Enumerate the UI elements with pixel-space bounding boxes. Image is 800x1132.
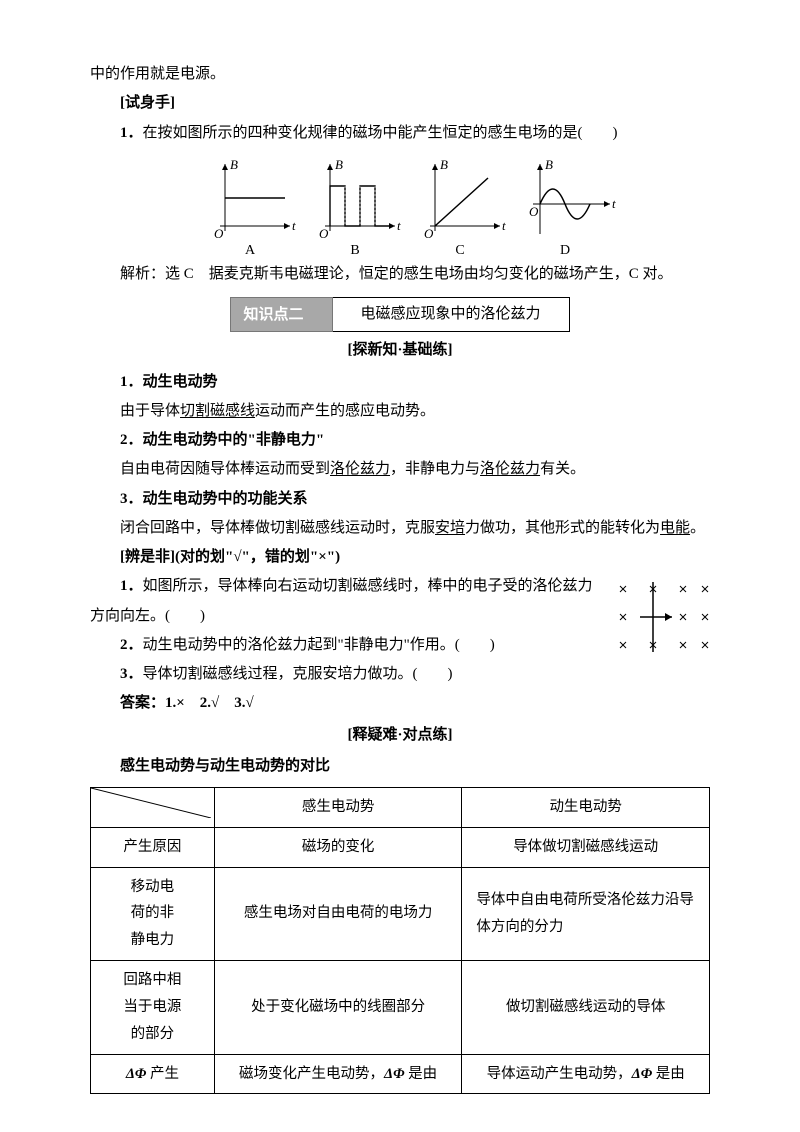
sec3-u1: 安培 bbox=[435, 520, 465, 536]
sec1-a: 由于导体 bbox=[120, 403, 180, 419]
row0-c2: 导体做切割磁感线运动 bbox=[462, 827, 710, 867]
sec2-c: 有关。 bbox=[540, 461, 585, 477]
explain-heading: [释疑难·对点练] bbox=[90, 721, 710, 750]
diag-cell bbox=[91, 788, 215, 828]
sec1-head: 1．动生电动势 bbox=[90, 368, 710, 397]
field-diagram-svg bbox=[610, 576, 710, 656]
comparison-table: 感生电动势 动生电动势 产生原因 磁场的变化 导体做切割磁感线运动 移动电荷的非… bbox=[90, 787, 710, 1094]
col-header-2: 动生电动势 bbox=[462, 788, 710, 828]
sec3-a: 闭合回路中，导体棒做切割磁感线运动时，克服 bbox=[120, 520, 435, 536]
svg-text:B: B bbox=[335, 157, 343, 172]
svg-text:C: C bbox=[455, 243, 464, 256]
diag-line-svg bbox=[91, 788, 211, 818]
four-graphs-svg: B t O A B t O B B t bbox=[180, 156, 620, 256]
graphs-container: B t O A B t O B B t bbox=[90, 156, 710, 256]
row-label-0: 产生原因 bbox=[91, 827, 215, 867]
svg-text:t: t bbox=[502, 218, 506, 233]
row-label-3: ΔΦ 产生 bbox=[91, 1054, 215, 1094]
sec2-body: 自由电荷因随导体棒运动而受到洛伦兹力，非静电力与洛伦兹力有关。 bbox=[90, 455, 710, 484]
sec1-body: 由于导体切割磁感线运动而产生的感应电动势。 bbox=[90, 397, 710, 426]
sec3-body: 闭合回路中，导体棒做切割磁感线运动时，克服安培力做功，其他形式的能转化为电能。 bbox=[90, 514, 710, 543]
sec2-b: ，非静电力与 bbox=[390, 461, 480, 477]
svg-text:B: B bbox=[545, 157, 553, 172]
tf2-text: 动生电动势中的洛伦兹力起到"非静电力"作用。( ) bbox=[143, 637, 495, 653]
continuation-line: 中的作用就是电源。 bbox=[90, 60, 710, 89]
sec2-head: 2．动生电动势中的"非静电力" bbox=[90, 426, 710, 455]
row2-c2: 做切割磁感线运动的导体 bbox=[462, 961, 710, 1054]
svg-text:O: O bbox=[424, 226, 434, 241]
q1-text: 在按如图所示的四种变化规律的磁场中能产生恒定的感生电场的是( ) bbox=[143, 125, 618, 141]
sec3-c: 。 bbox=[690, 520, 705, 536]
row3-label-suffix: 产生 bbox=[150, 1066, 179, 1082]
tf-answers: 答案：1.× 2.√ 3.√ bbox=[90, 689, 710, 718]
tf-heading: [辨是非](对的划"√"，错的划"×") bbox=[90, 543, 710, 572]
row3-c1: 磁场变化产生电动势，ΔΦ 是由 bbox=[214, 1054, 462, 1094]
sec3-head: 3．动生电动势中的功能关系 bbox=[90, 485, 710, 514]
tf2-num: 2． bbox=[120, 637, 143, 653]
sec1-b: 运动而产生的感应电动势。 bbox=[255, 403, 435, 419]
svg-text:t: t bbox=[292, 218, 296, 233]
q1-ans-text: 据麦克斯韦电磁理论，恒定的感生电场由均匀变化的磁场产生，C 对。 bbox=[209, 266, 673, 282]
explore-heading: [探新知·基础练] bbox=[90, 336, 710, 365]
field-diagram bbox=[610, 576, 710, 667]
sec2-a: 自由电荷因随导体棒运动而受到 bbox=[120, 461, 330, 477]
compare-title: 感生电动势与动生电动势的对比 bbox=[90, 752, 710, 781]
knowledge-left-label: 知识点二 bbox=[230, 297, 332, 332]
svg-text:O: O bbox=[319, 226, 329, 241]
tf1-text: 如图所示，导体棒向右运动切割磁感线时，棒中的电子受的洛伦兹力方向向左。( ) bbox=[90, 578, 593, 623]
row-label-2: 回路中相当于电源的部分 bbox=[91, 961, 215, 1054]
knowledge-right-label: 电磁感应现象中的洛伦兹力 bbox=[333, 297, 570, 332]
row-label-1: 移动电荷的非静电力 bbox=[91, 867, 215, 960]
svg-text:D: D bbox=[560, 243, 570, 256]
sec1-u: 切割磁感线 bbox=[180, 403, 255, 419]
q1-number: 1． bbox=[120, 125, 143, 141]
table-header-row: 感生电动势 动生电动势 bbox=[91, 788, 710, 828]
question-1: 1．在按如图所示的四种变化规律的磁场中能产生恒定的感生电场的是( ) bbox=[90, 119, 710, 148]
tf3-text: 导体切割磁感线过程，克服安培力做功。( ) bbox=[143, 666, 453, 682]
table-row: 回路中相当于电源的部分 处于变化磁场中的线圈部分 做切割磁感线运动的导体 bbox=[91, 961, 710, 1054]
table-row: 产生原因 磁场的变化 导体做切割磁感线运动 bbox=[91, 827, 710, 867]
try-heading: [试身手] bbox=[90, 89, 710, 118]
tf3-num: 3． bbox=[120, 666, 143, 682]
svg-text:O: O bbox=[529, 204, 539, 219]
svg-text:t: t bbox=[612, 196, 616, 211]
sec2-u2: 洛伦兹力 bbox=[480, 461, 540, 477]
svg-text:A: A bbox=[245, 243, 256, 256]
svg-text:B: B bbox=[440, 157, 448, 172]
row2-c1: 处于变化磁场中的线圈部分 bbox=[214, 961, 462, 1054]
row0-c1: 磁场的变化 bbox=[214, 827, 462, 867]
svg-text:t: t bbox=[397, 218, 401, 233]
row1-c1: 感生电场对自由电荷的电场力 bbox=[214, 867, 462, 960]
tf-heading-text: [辨是非](对的划"√"，错的划"×") bbox=[120, 549, 340, 565]
svg-text:B: B bbox=[230, 157, 238, 172]
sec3-b: 力做功，其他形式的能转化为 bbox=[465, 520, 660, 536]
col-header-1: 感生电动势 bbox=[214, 788, 462, 828]
q1-answer: 解析：选 C 据麦克斯韦电磁理论，恒定的感生电场由均匀变化的磁场产生，C 对。 bbox=[90, 260, 710, 289]
svg-text:O: O bbox=[214, 226, 224, 241]
row3-c2: 导体运动产生电动势，ΔΦ 是由 bbox=[462, 1054, 710, 1094]
table-row: 移动电荷的非静电力 感生电场对自由电荷的电场力 导体中自由电荷所受洛伦兹力沿导体… bbox=[91, 867, 710, 960]
table-row: ΔΦ 产生 磁场变化产生电动势，ΔΦ 是由 导体运动产生电动势，ΔΦ 是由 bbox=[91, 1054, 710, 1094]
knowledge-point-bar: 知识点二 电磁感应现象中的洛伦兹力 bbox=[90, 297, 710, 332]
q1-ans-prefix: 解析：选 C bbox=[120, 266, 209, 282]
tf1-num: 1． bbox=[120, 578, 143, 594]
sec3-u2: 电能 bbox=[660, 520, 690, 536]
row1-c2: 导体中自由电荷所受洛伦兹力沿导体方向的分力 bbox=[462, 867, 710, 960]
sec2-u1: 洛伦兹力 bbox=[330, 461, 390, 477]
svg-text:B: B bbox=[350, 243, 359, 256]
